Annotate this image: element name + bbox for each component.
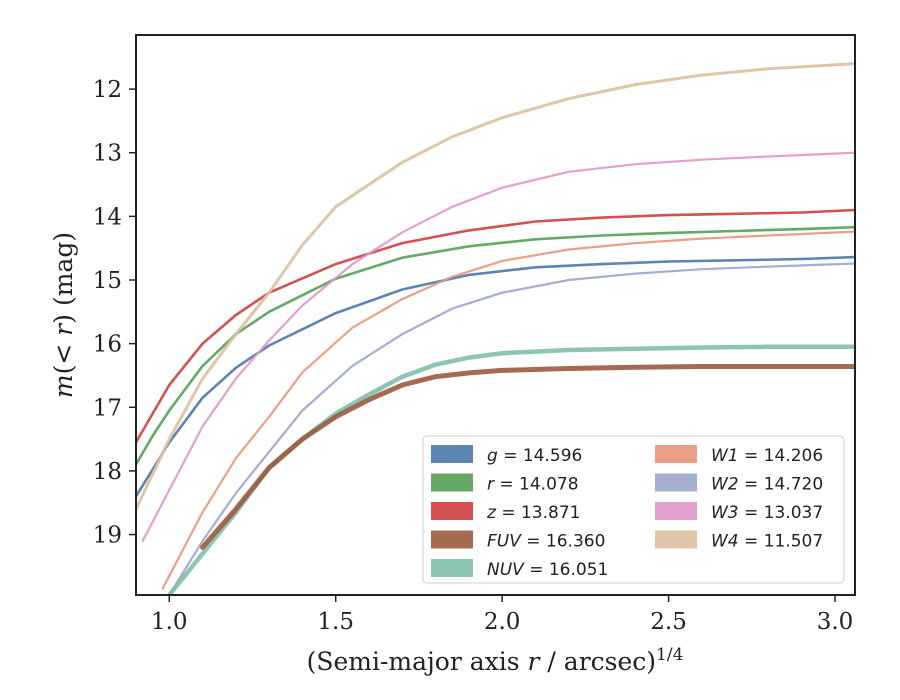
legend-box xyxy=(422,435,845,584)
x-axis-label: (Semi-major axis r / arcsec)1/4 xyxy=(307,645,684,676)
legend-swatch-w1 xyxy=(655,445,697,463)
y-tick-label: 14 xyxy=(93,204,122,230)
plot-frame xyxy=(135,34,856,596)
legend-label-w2: W2 = 14.720 xyxy=(711,475,823,495)
series-line-w2 xyxy=(168,262,855,595)
legend-swatch-g xyxy=(431,445,473,463)
y-tick-label: 16 xyxy=(93,332,122,358)
y-tick-label: 18 xyxy=(93,459,122,485)
legend: g = 14.596 r = 14.078 z = 13.871 FUV = 16.3… xyxy=(422,435,845,584)
series-line-fuv xyxy=(200,364,855,550)
legend-swatch-w2 xyxy=(655,473,697,492)
legend-swatch-fuv xyxy=(431,530,473,549)
y-tick-label: 15 xyxy=(93,268,122,294)
legend-swatch-w3 xyxy=(655,502,697,520)
series-line-w4 xyxy=(136,62,855,511)
series-line-g xyxy=(136,255,855,498)
legend-label-nuv: NUV = 16.051 xyxy=(487,560,608,580)
series-layer xyxy=(136,62,855,595)
legend-label-w1: W1 = 14.206 xyxy=(711,446,823,466)
legend-swatch-z xyxy=(431,502,473,520)
legend-label-w4: W4 = 11.507 xyxy=(711,532,823,552)
legend-swatch-nuv xyxy=(431,559,473,577)
x-tick-label: 3.0 xyxy=(817,609,854,635)
y-tick-label: 13 xyxy=(93,141,122,167)
x-tick-label: 1.5 xyxy=(317,609,354,635)
y-tick-label: 12 xyxy=(93,77,122,103)
y-axis-label: m(< r) (mag) xyxy=(49,232,78,398)
legend-label-w3: W3 = 13.037 xyxy=(711,503,823,523)
legend-swatch-w4 xyxy=(655,530,697,549)
x-axis: 1.0 1.5 2.0 2.5 3.0 xyxy=(151,595,853,635)
series-line-w1 xyxy=(161,230,855,590)
legend-label-r: r = 14.078 xyxy=(487,475,579,495)
x-tick-label: 1.0 xyxy=(151,609,188,635)
series-line-z xyxy=(136,208,855,444)
legend-swatch-r xyxy=(431,473,473,492)
legend-label-z: z = 13.871 xyxy=(486,503,580,523)
y-tick-label: 17 xyxy=(93,395,122,421)
x-tick-label: 2.0 xyxy=(484,609,521,635)
series-line-r xyxy=(136,225,855,466)
legend-label-g: g = 14.596 xyxy=(487,446,582,466)
series-line-w3 xyxy=(141,151,855,542)
y-axis: 12 13 14 15 16 17 18 19 xyxy=(93,77,136,549)
x-tick-label: 2.5 xyxy=(650,609,687,635)
y-tick-label: 19 xyxy=(93,523,122,549)
legend-label-fuv: FUV = 16.360 xyxy=(487,532,605,552)
